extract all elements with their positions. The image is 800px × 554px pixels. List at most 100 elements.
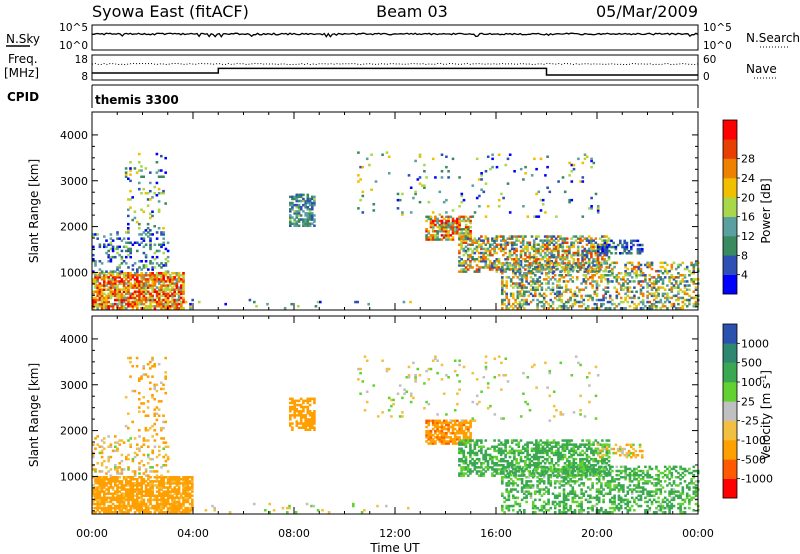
data-cell <box>624 280 627 283</box>
data-cell <box>182 484 185 487</box>
data-cell <box>550 237 554 240</box>
data-cell <box>151 486 154 489</box>
data-cell <box>440 434 444 437</box>
data-cell <box>590 251 593 255</box>
data-cell <box>508 153 512 156</box>
data-cell <box>186 476 190 479</box>
data-cell <box>590 239 593 242</box>
data-cell <box>546 239 549 242</box>
data-cell <box>563 268 567 271</box>
data-cell <box>563 251 567 255</box>
data-cell <box>529 284 533 287</box>
data-cell <box>175 500 179 504</box>
data-cell <box>155 280 159 283</box>
data-cell <box>175 302 179 306</box>
data-cell <box>480 188 483 191</box>
data-cell <box>561 439 565 442</box>
data-cell <box>550 451 554 455</box>
data-cell <box>464 219 468 223</box>
data-cell <box>111 280 115 283</box>
data-cell <box>160 192 163 195</box>
data-cell <box>626 294 630 298</box>
data-cell <box>98 511 102 514</box>
data-cell <box>541 441 545 444</box>
data-cell <box>120 488 124 491</box>
data-cell <box>151 274 154 277</box>
data-cell <box>153 365 156 368</box>
data-cell <box>313 218 316 221</box>
data-cell <box>177 480 181 483</box>
data-cell <box>122 498 126 502</box>
data-cell <box>155 418 159 422</box>
data-cell <box>131 482 135 485</box>
data-cell <box>467 232 470 235</box>
data-cell <box>541 445 545 448</box>
data-cell <box>177 296 181 300</box>
data-cell <box>136 298 139 302</box>
data-cell <box>94 276 97 279</box>
data-cell <box>521 239 525 242</box>
data-cell <box>160 494 163 497</box>
data-cell <box>493 264 496 267</box>
data-cell <box>603 445 606 448</box>
data-cell <box>171 272 174 275</box>
data-cell <box>504 258 507 261</box>
data-cell <box>604 296 608 300</box>
data-cell <box>550 441 554 444</box>
data-cell <box>160 498 163 502</box>
data-cell <box>306 206 310 209</box>
data-cell <box>142 210 145 213</box>
data-cell <box>579 466 582 469</box>
data-cell <box>659 261 663 265</box>
data-cell <box>505 506 508 510</box>
data-cell <box>313 224 316 227</box>
data-cell <box>191 486 194 489</box>
data-cell <box>473 258 477 261</box>
data-cell <box>449 225 453 229</box>
data-cell <box>153 298 157 302</box>
data-cell <box>151 358 154 362</box>
data-cell <box>289 224 292 227</box>
data-cell <box>122 488 126 491</box>
data-cell <box>131 492 135 495</box>
data-cell <box>445 232 448 235</box>
data-cell <box>120 494 124 497</box>
data-cell <box>585 468 589 471</box>
data-cell <box>445 198 448 202</box>
data-cell <box>638 250 642 253</box>
data-cell <box>469 247 472 251</box>
data-cell <box>576 251 580 255</box>
data-cell <box>506 243 510 246</box>
data-cell <box>557 451 560 455</box>
data-cell <box>515 249 518 253</box>
data-cell <box>92 292 95 296</box>
data-cell <box>505 469 508 473</box>
data-cell <box>164 356 167 360</box>
data-cell <box>304 420 307 423</box>
data-cell <box>182 272 185 275</box>
data-cell <box>524 253 527 257</box>
data-cell <box>160 288 163 291</box>
data-cell <box>173 500 176 504</box>
data-cell <box>535 235 538 238</box>
data-cell <box>535 258 538 261</box>
data-cell <box>138 406 141 409</box>
data-cell <box>524 459 527 463</box>
data-cell <box>597 250 600 253</box>
data-cell <box>162 282 165 285</box>
data-cell <box>105 478 108 481</box>
data-cell <box>169 305 172 308</box>
data-cell <box>98 268 102 271</box>
data-cell <box>431 427 435 431</box>
data-cell <box>177 294 181 298</box>
data-cell <box>295 197 299 201</box>
data-cell <box>598 470 602 473</box>
data-cell <box>469 472 472 475</box>
data-cell <box>162 294 165 298</box>
data-cell <box>175 504 179 508</box>
data-cell <box>650 302 654 306</box>
data-cell <box>579 237 582 240</box>
data-cell <box>164 292 168 296</box>
data-cell <box>522 178 525 181</box>
data-cell <box>182 486 185 489</box>
